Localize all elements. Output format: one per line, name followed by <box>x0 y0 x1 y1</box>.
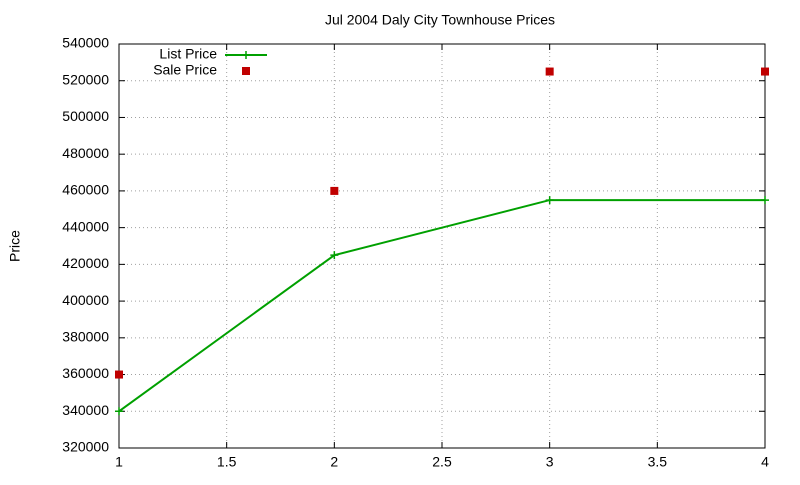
y-tick-label: 500000 <box>62 108 109 124</box>
x-tick-label: 4 <box>761 454 769 470</box>
y-tick-label: 540000 <box>62 35 109 51</box>
y-tick-label: 520000 <box>62 71 109 87</box>
plot-border <box>118 43 766 449</box>
series-line <box>118 199 765 413</box>
x-tick-label: 1 <box>115 454 123 470</box>
x-tick-label: 2 <box>330 454 338 470</box>
point-marker <box>115 370 123 379</box>
y-axis-label: Price <box>7 230 23 262</box>
point-marker <box>545 67 554 76</box>
y-tick-label: 480000 <box>62 145 109 161</box>
point-marker <box>545 196 554 205</box>
x-tick-label: 2.5 <box>432 454 452 470</box>
legend-label: Sale Price <box>153 62 217 78</box>
point-marker <box>115 407 123 416</box>
point-marker <box>330 186 339 195</box>
y-tick-label: 420000 <box>62 255 109 271</box>
legend-marker <box>242 67 250 75</box>
y-tick-label: 400000 <box>62 292 109 308</box>
x-tick-label: 3.5 <box>648 454 668 470</box>
y-tick-label: 340000 <box>62 402 109 418</box>
y-tick-label: 360000 <box>62 365 109 381</box>
legend-label: List Price <box>159 46 217 62</box>
legend-marker <box>242 51 250 59</box>
y-tick-label: 460000 <box>62 182 109 198</box>
x-tick-label: 1.5 <box>217 454 237 470</box>
x-tick-label: 3 <box>546 454 554 470</box>
point-marker <box>761 196 769 205</box>
chart-title: Jul 2004 Daly City Townhouse Prices <box>325 12 555 28</box>
point-marker <box>761 67 769 76</box>
y-tick-label: 380000 <box>62 329 109 345</box>
y-tick-label: 320000 <box>62 439 109 455</box>
y-tick-label: 440000 <box>62 218 109 234</box>
point-marker <box>330 251 339 260</box>
